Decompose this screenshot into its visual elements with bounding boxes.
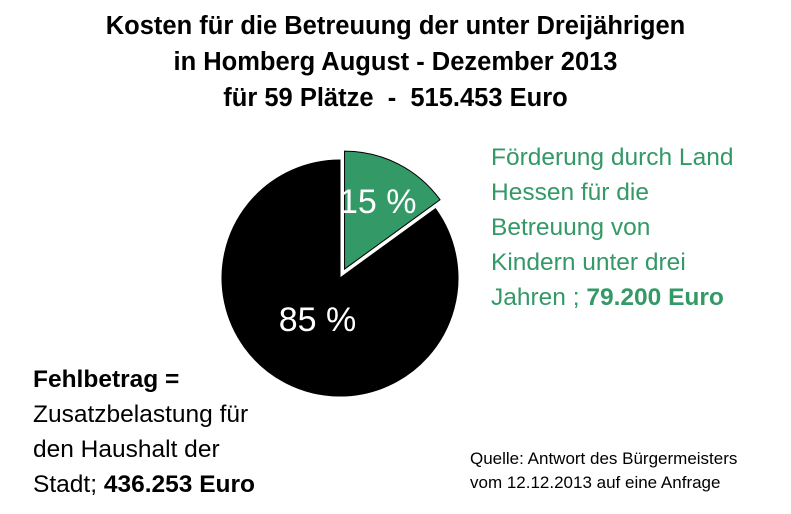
pie-slice-label-1: 15 % — [339, 183, 417, 221]
source-line-2: vom 12.12.2013 auf eine Anfrage — [470, 473, 721, 492]
deficit-note: Fehlbetrag = Zusatzbelastung für den Hau… — [33, 362, 333, 502]
pie-slice-1 — [344, 150, 441, 271]
funding-amount: 79.200 Euro — [586, 284, 724, 311]
title-line-2: in Homberg August - Dezember 2013 — [173, 48, 618, 76]
source-note: Quelle: Antwort des Bürgermeisters vom 1… — [470, 447, 790, 495]
title-line-3: für 59 Plätze - 515.453 Euro — [223, 84, 568, 112]
deficit-heading: Fehlbetrag = — [33, 366, 180, 393]
pie-slices — [221, 150, 459, 397]
deficit-note-line-3: Stadt; — [33, 471, 104, 498]
deficit-note-line-1: Zusatzbelastung für — [33, 401, 249, 428]
deficit-note-line-2: den Haushalt der — [33, 436, 220, 463]
title-line-1: Kosten für die Betreuung der unter Dreij… — [105, 12, 686, 40]
funding-note: Förderung durch Land Hessen für die Betr… — [491, 140, 791, 315]
pie-slice-2 — [221, 159, 459, 397]
source-line-1: Quelle: Antwort des Bürgermeisters — [470, 449, 738, 468]
chart-title: Kosten für die Betreuung der unter Dreij… — [0, 8, 791, 116]
funding-note-line-2: Hessen für die — [491, 179, 649, 206]
pie-labels: 15 % 85 % — [279, 183, 417, 339]
funding-note-line-4: Kindern unter drei — [491, 249, 686, 276]
pie-slice-label-2: 85 % — [279, 301, 357, 339]
deficit-amount: 436.253 Euro — [103, 471, 256, 498]
funding-note-line-3: Betreuung von — [491, 214, 651, 241]
funding-note-line-1: Förderung durch Land — [491, 144, 734, 171]
funding-note-line-5: Jahren ; — [491, 284, 587, 311]
